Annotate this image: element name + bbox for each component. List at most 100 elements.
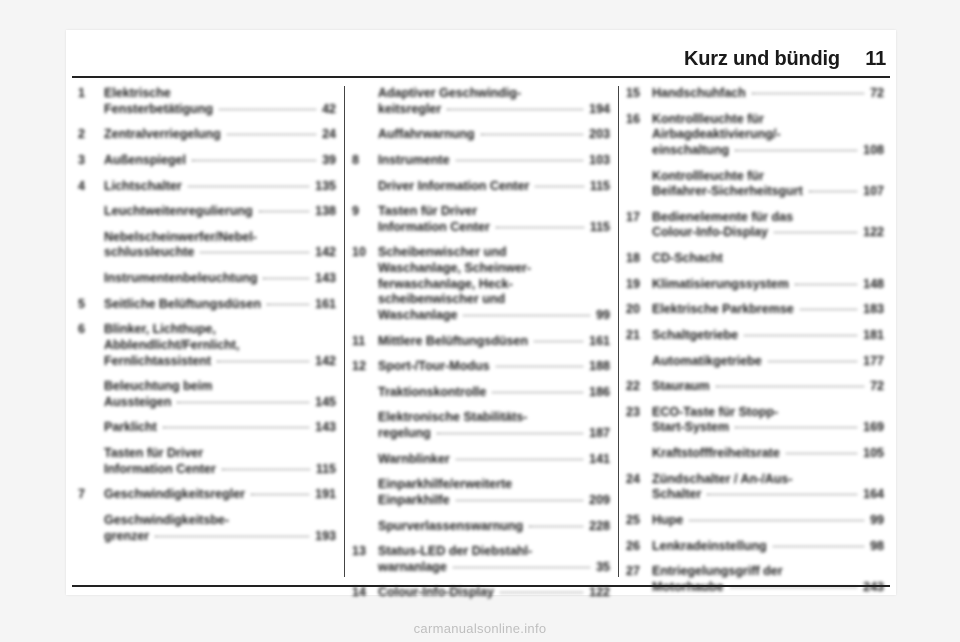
toc-line: Fensterbetätigung42: [104, 102, 336, 118]
toc-entry: 18CD-Schacht: [626, 251, 884, 267]
toc-line: warnanlage35: [378, 560, 610, 576]
toc-line: Beleuchtung beim: [104, 379, 336, 395]
toc-page-ref: 169: [863, 420, 884, 436]
toc-entry-body: Lichtschalter135: [104, 179, 336, 195]
toc-entry: Geschwindigkeitsbe-grenzer193: [78, 513, 336, 544]
toc-entry: Leuchtweitenregulierung138: [78, 204, 336, 220]
toc-label: Parklicht: [104, 420, 157, 436]
toc-entry-body: Geschwindigkeitsregler191: [104, 487, 336, 503]
toc-entry: 15Handschuhfach72: [626, 86, 884, 102]
toc-leader-dots: [786, 453, 857, 454]
section-title: Kurz und bündig: [684, 48, 840, 70]
toc-leader-dots: [259, 211, 310, 212]
toc-page-ref: 138: [315, 204, 336, 220]
toc-line: Zündschalter / An-/Aus-: [652, 472, 884, 488]
toc-entry: 21Schaltgetriebe181: [626, 328, 884, 344]
toc-entry-number: 7: [78, 487, 104, 503]
toc-entry-number: 12: [352, 359, 378, 375]
toc-leader-dots: [219, 109, 316, 110]
toc-entry: 3Außenspiegel39: [78, 153, 336, 169]
toc-label: keitsregler: [378, 102, 441, 118]
toc-entry-body: Tasten für DriverInformation Center115: [104, 446, 336, 477]
toc-line: Schalter164: [652, 487, 884, 503]
toc-page-ref: 161: [315, 297, 336, 313]
toc-entry-body: Tasten für DriverInformation Center115: [378, 204, 610, 235]
toc-line: Geschwindigkeitsregler191: [104, 487, 336, 503]
toc-page-ref: 187: [589, 426, 610, 442]
toc-entry: Automatikgetriebe177: [626, 354, 884, 370]
toc-page-ref: 143: [315, 271, 336, 287]
toc-entry-number: 8: [352, 153, 378, 169]
toc-label: einschaltung: [652, 143, 729, 159]
toc-line: Tasten für Driver: [104, 446, 336, 462]
toc-label: Colour-Info-Display: [378, 585, 494, 601]
toc-leader-dots: [752, 93, 864, 94]
toc-label: ferwaschanlage, Heck-: [378, 277, 513, 293]
toc-leader-dots: [707, 494, 857, 495]
toc-entry: 12Sport-/Tour-Modus188: [352, 359, 610, 375]
toc-page-ref: 177: [863, 354, 884, 370]
toc-label: Spurverlassenswarnung: [378, 519, 523, 535]
toc-line: Blinker, Lichthupe,: [104, 322, 336, 338]
toc-leader-dots: [456, 500, 584, 501]
toc-leader-dots: [251, 494, 309, 495]
toc-page-ref: 141: [589, 452, 610, 468]
toc-label: Hupe: [652, 513, 683, 529]
toc-line: Start-System169: [652, 420, 884, 436]
toc-label: Handschuhfach: [652, 86, 746, 102]
toc-entry: 14Colour-Info-Display122: [352, 585, 610, 601]
toc-entry: Instrumentenbeleuchtung143: [78, 271, 336, 287]
toc-entry-number: 1: [78, 86, 104, 102]
toc-label: Lenkradeinstellung: [652, 539, 767, 555]
toc-leader-dots: [188, 186, 309, 187]
toc-label: Mittlere Belüftungsdüsen: [378, 334, 528, 350]
toc-entry-body: Zündschalter / An-/Aus-Schalter164: [652, 472, 884, 503]
toc-line: Einparkhilfe209: [378, 493, 610, 509]
toc-label: Tasten für Driver: [104, 446, 203, 462]
toc-label: CD-Schacht: [652, 251, 723, 267]
toc-entry-number: 22: [626, 379, 652, 395]
toc-entry-body: Adaptiver Geschwindig-keitsregler194: [378, 86, 610, 117]
toc-entry-number: 9: [352, 204, 378, 220]
toc-label: Elektrische Parkbremse: [652, 302, 794, 318]
toc-entry-number: 20: [626, 302, 652, 318]
toc-entry-body: Hupe 99: [652, 513, 884, 529]
toc-entry-body: Sport-/Tour-Modus188: [378, 359, 610, 375]
toc-label: Seitliche Belüftungsdüsen: [104, 297, 261, 313]
toc-label: Beifahrer-Sicherheitsgurt: [652, 184, 803, 200]
toc-page-ref: 98: [870, 539, 884, 555]
toc-page-ref: 228: [589, 519, 610, 535]
toc-leader-dots: [463, 315, 590, 316]
toc-line: Waschanlage, Scheinwer-: [378, 261, 610, 277]
toc-line: ECO-Taste für Stopp-: [652, 405, 884, 421]
toc-leader-dots: [481, 134, 584, 135]
toc-line: schlussleuchte142: [104, 245, 336, 261]
toc-page-ref: 188: [589, 359, 610, 375]
toc-label: Waschanlage, Scheinwer-: [378, 261, 531, 277]
toc-entry-number: 18: [626, 251, 652, 267]
toc-entry: 11Mittlere Belüftungsdüsen161: [352, 334, 610, 350]
toc-page-ref: 99: [870, 513, 884, 529]
toc-page-ref: 108: [863, 143, 884, 159]
toc-entry: 26Lenkradeinstellung98: [626, 539, 884, 555]
toc-label: scheibenwischer und: [378, 292, 505, 308]
toc-label: Information Center: [378, 220, 490, 236]
toc-leader-dots: [267, 304, 309, 305]
toc-line: Automatikgetriebe177: [652, 354, 884, 370]
toc-column-1: 1ElektrischeFensterbetätigung422Zentralv…: [78, 86, 336, 577]
toc-label: Bedienelemente für das: [652, 210, 793, 226]
manual-page: Kurz und bündig 11 1ElektrischeFensterbe…: [66, 30, 896, 595]
toc-page-ref: 193: [315, 529, 336, 545]
toc-entry-body: Automatikgetriebe177: [652, 354, 884, 370]
toc-leader-dots: [768, 361, 857, 362]
toc-entry-body: Colour-Info-Display122: [378, 585, 610, 601]
toc-entry-body: Elektrische Parkbremse183: [652, 302, 884, 318]
toc-line: Lenkradeinstellung 98: [652, 539, 884, 555]
toc-label: Zentralverriegelung: [104, 127, 221, 143]
toc-entry-number: 16: [626, 112, 652, 128]
toc-line: Scheibenwischer und: [378, 245, 610, 261]
toc-line: Instrumentenbeleuchtung143: [104, 271, 336, 287]
toc-entry-body: Nebelscheinwerfer/Nebel-schlussleuchte14…: [104, 230, 336, 261]
toc-page-ref: 24: [322, 127, 336, 143]
toc-entry: Tasten für DriverInformation Center115: [78, 446, 336, 477]
